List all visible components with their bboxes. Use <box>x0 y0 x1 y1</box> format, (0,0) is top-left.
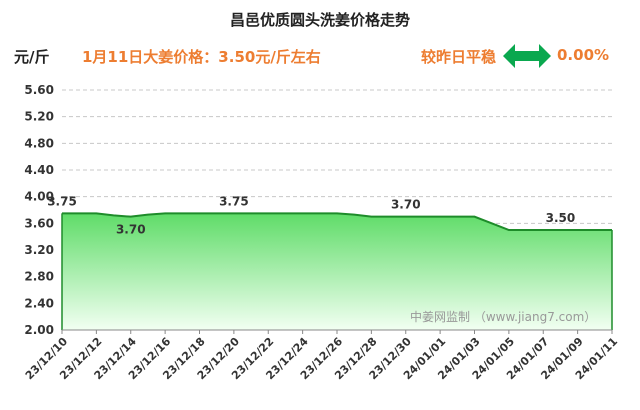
chart-title: 昌邑优质圆头洗姜价格走势 <box>229 11 410 29</box>
data-label: 3.70 <box>391 198 421 212</box>
price-note: 1月11日大姜价格：3.50元/斤左右 <box>82 48 321 66</box>
data-label: 3.50 <box>546 211 576 225</box>
data-label: 3.75 <box>219 194 249 208</box>
compare-label: 较昨日平稳 <box>421 48 497 66</box>
y-axis-unit: 元/斤 <box>14 48 50 66</box>
data-label: 3.70 <box>116 223 146 237</box>
y-tick-label: 4.80 <box>24 136 54 150</box>
y-tick-label: 4.00 <box>24 190 54 204</box>
double-arrow-icon <box>503 44 551 68</box>
price-area <box>62 213 612 330</box>
y-tick-label: 2.40 <box>24 296 54 310</box>
y-tick-label: 4.40 <box>24 163 54 177</box>
y-tick-label: 2.00 <box>24 323 54 337</box>
y-tick-label: 2.80 <box>24 270 54 284</box>
y-tick-label: 3.20 <box>24 243 54 257</box>
y-tick-label: 5.60 <box>24 83 54 97</box>
y-tick-label: 5.20 <box>24 110 54 124</box>
y-tick-label: 3.60 <box>24 216 54 230</box>
compare-value: 0.00% <box>557 46 610 64</box>
data-label: 3.75 <box>47 194 77 208</box>
price-line <box>62 212 612 231</box>
watermark: 中姜网监制 （www.jiang7.com） <box>410 310 597 324</box>
